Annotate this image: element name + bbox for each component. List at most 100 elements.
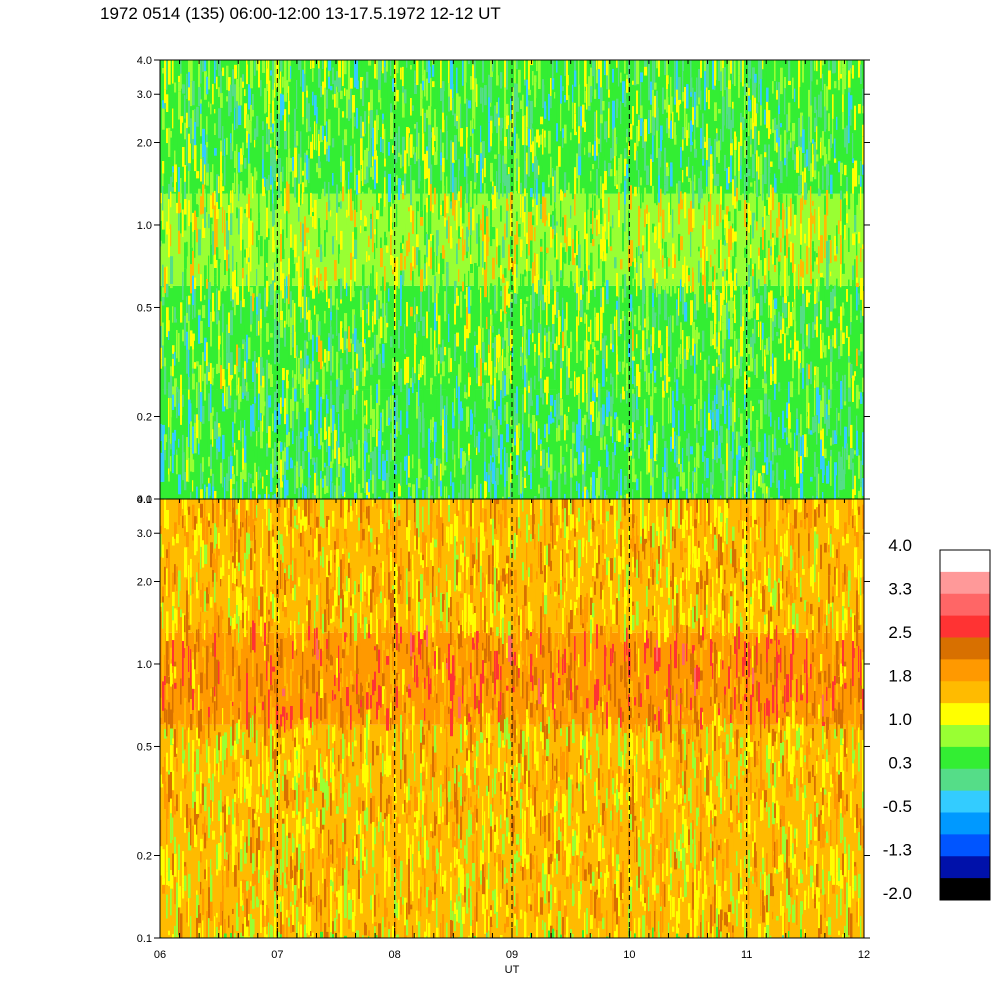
heatmap-cell — [268, 129, 272, 145]
heatmap-cell — [470, 207, 472, 235]
heatmap-cell — [472, 208, 475, 231]
heatmap-cell — [168, 320, 170, 332]
heatmap-cell — [596, 195, 598, 203]
heatmap-cell — [260, 357, 263, 386]
heatmap-cell — [278, 441, 281, 450]
heatmap-cell — [632, 80, 634, 85]
heatmap-cell — [516, 264, 518, 278]
heatmap-cell — [276, 132, 278, 146]
heatmap-cell — [328, 60, 332, 71]
heatmap-cell — [260, 265, 263, 271]
heatmap-cell — [352, 309, 355, 334]
heatmap-cell — [714, 102, 717, 121]
heatmap-cell — [292, 377, 294, 388]
heatmap-cell — [448, 216, 450, 244]
heatmap-cell — [736, 338, 738, 351]
heatmap-cell — [394, 210, 397, 235]
heatmap-cell — [718, 355, 721, 364]
heatmap-cell — [492, 186, 495, 195]
heatmap-cell — [406, 200, 408, 211]
heatmap-cell — [284, 346, 286, 358]
heatmap-cell — [730, 250, 732, 257]
heatmap-cell — [748, 264, 751, 287]
heatmap-cell — [474, 345, 476, 368]
heatmap-cell — [240, 206, 243, 230]
heatmap-cell — [180, 302, 183, 323]
heatmap-cell — [584, 60, 587, 87]
heatmap-cell — [712, 400, 715, 413]
heatmap-cell — [674, 431, 676, 446]
heatmap-cell — [470, 264, 474, 273]
heatmap-cell — [398, 126, 400, 153]
heatmap-cell — [564, 318, 567, 346]
heatmap-cell — [224, 223, 226, 247]
heatmap-cell — [806, 225, 808, 246]
heatmap-cell — [810, 212, 812, 240]
heatmap-cell — [680, 441, 683, 464]
heatmap-cell — [540, 378, 543, 398]
heatmap-cell — [726, 302, 729, 330]
heatmap-cell — [788, 206, 791, 234]
heatmap-cell — [454, 113, 457, 127]
heatmap-cell — [320, 125, 323, 143]
heatmap-cell — [414, 60, 416, 71]
heatmap-cell — [314, 275, 317, 288]
heatmap-cell — [784, 255, 787, 286]
heatmap-cell — [682, 359, 685, 386]
heatmap-cell — [190, 314, 193, 331]
heatmap-cell — [678, 464, 681, 472]
heatmap-cell — [776, 128, 779, 143]
heatmap-cell — [232, 421, 234, 443]
heatmap-cell — [796, 418, 799, 436]
heatmap-cell — [812, 143, 814, 155]
heatmap-cell — [348, 326, 352, 352]
heatmap-cell — [316, 257, 319, 268]
heatmap-cell — [708, 115, 710, 138]
heatmap-cell — [422, 108, 424, 134]
heatmap-cell — [450, 471, 452, 487]
heatmap-cell — [514, 264, 517, 294]
heatmap-cell — [770, 497, 773, 499]
heatmap-cell — [590, 372, 594, 402]
heatmap-cell — [240, 164, 243, 172]
heatmap-cell — [752, 264, 754, 270]
heatmap-cell — [834, 138, 836, 159]
heatmap-cell — [354, 60, 357, 88]
heatmap-cell — [188, 87, 192, 101]
heatmap-cell — [678, 224, 681, 234]
heatmap-cell — [274, 82, 276, 98]
heatmap-cell — [290, 264, 292, 292]
heatmap-cell — [826, 327, 828, 339]
heatmap-cell — [596, 110, 598, 138]
heatmap-cell — [492, 97, 495, 114]
heatmap-cell — [736, 471, 738, 499]
heatmap-cell — [328, 333, 332, 338]
heatmap-cell — [222, 67, 225, 76]
heatmap-cell — [556, 90, 559, 98]
heatmap-cell — [360, 200, 363, 211]
heatmap-cell — [760, 237, 762, 261]
heatmap-cell — [348, 99, 351, 121]
heatmap-cell — [522, 94, 524, 117]
heatmap-cell — [386, 473, 389, 493]
heatmap-cell — [652, 223, 655, 233]
heatmap-cell — [484, 370, 488, 376]
heatmap-cell — [562, 297, 564, 310]
heatmap-cell — [774, 173, 776, 179]
heatmap-cell — [242, 299, 245, 308]
heatmap-cell — [802, 195, 804, 211]
heatmap-cell — [810, 81, 812, 106]
heatmap-cell — [472, 180, 474, 209]
heatmap-cell — [716, 404, 719, 410]
heatmap-cell — [440, 152, 444, 166]
heatmap-cell — [560, 200, 562, 227]
heatmap-cell — [400, 193, 403, 202]
heatmap-cell — [308, 103, 312, 127]
heatmap-cell — [270, 189, 274, 212]
heatmap-cell — [398, 385, 400, 400]
heatmap-cell — [580, 271, 583, 286]
heatmap-cell — [292, 430, 294, 445]
heatmap-cell — [204, 164, 206, 185]
heatmap-cell — [534, 241, 536, 253]
heatmap-cell — [590, 207, 593, 224]
